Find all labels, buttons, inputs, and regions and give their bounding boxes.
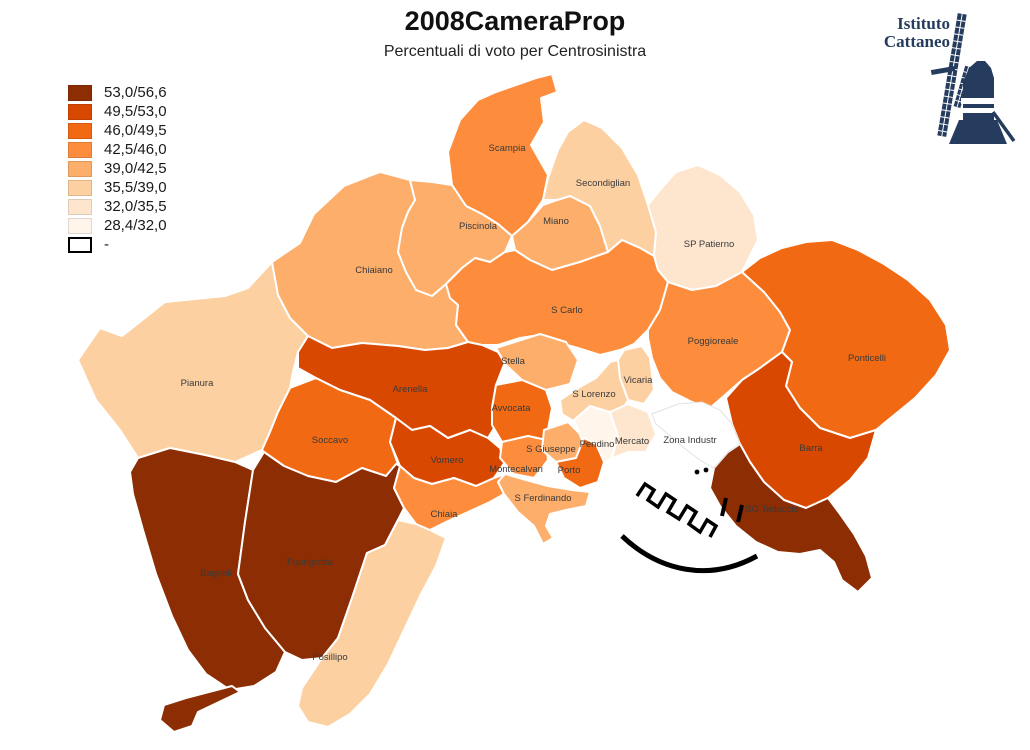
legend-swatch [68, 84, 92, 101]
region-label-arenella: Arenella [393, 384, 429, 395]
legend: 53,0/56,6 49,5/53,0 46,0/49,5 42,5/46,0 39,0… [68, 83, 167, 254]
region-label-fuorigrotta: Fuorigrotta [287, 557, 334, 568]
legend-row: - [68, 235, 167, 254]
legend-row: 53,0/56,6 [68, 83, 167, 102]
legend-swatch [68, 236, 92, 253]
region-label-posillipo: Posillipo [312, 652, 347, 663]
page-subtitle: Percentuali di voto per Centrosinistra [383, 43, 647, 60]
region-zona-industriale [651, 401, 741, 469]
legend-row: 46,0/49,5 [68, 121, 167, 140]
legend-label: 42,5/46,0 [104, 141, 167, 158]
region-label-miano: Miano [543, 216, 569, 227]
region-label-pendino: Pendino [580, 439, 615, 450]
region-label-piscinola: Piscinola [459, 221, 498, 232]
region-bagnoli-nisida [159, 685, 241, 733]
region-label-s-giuseppe: S Giuseppe [526, 444, 576, 455]
region-label-s-ferdinando: S Ferdinando [514, 493, 571, 504]
region-stella [495, 333, 579, 391]
legend-label: 35,5/39,0 [104, 179, 167, 196]
legend-row: 49,5/53,0 [68, 102, 167, 121]
region-label-mercato: Mercato [615, 436, 649, 447]
page-title: 2008CameraProp [404, 6, 626, 36]
region-label-pianura: Pianura [181, 378, 214, 389]
legend-swatch [68, 141, 92, 158]
region-label-vomero: Vomero [431, 455, 464, 466]
region-label-s-carlo: S Carlo [551, 305, 583, 316]
region-label-avvocata: Avvocata [492, 403, 532, 414]
legend-row: 42,5/46,0 [68, 140, 167, 159]
legend-swatch [68, 217, 92, 234]
region-posillipo [297, 519, 447, 728]
region-label-chiaiano: Chiaiano [355, 265, 393, 276]
region-label-barra: Barra [799, 443, 823, 454]
legend-label: - [104, 236, 109, 253]
legend-row: 39,0/42,5 [68, 159, 167, 178]
region-label-s-lorenzo: S Lorenzo [572, 389, 615, 400]
legend-swatch [68, 160, 92, 177]
region-label-scampia: Scampia [489, 143, 527, 154]
region-label-zona-industriale: Zona Industr [663, 435, 716, 446]
region-labels: Pianura Chiaiano Scampia Piscinola Miano Seco… [181, 143, 886, 663]
region-label-porto: Porto [558, 465, 581, 476]
legend-row: 28,4/32,0 [68, 216, 167, 235]
windmill-logo-icon [930, 13, 1016, 144]
legend-swatch [68, 198, 92, 215]
region-label-poggioreale: Poggioreale [688, 336, 739, 347]
region-label-stella: Stella [501, 356, 525, 367]
legend-row: 35,5/39,0 [68, 178, 167, 197]
legend-swatch [68, 122, 92, 139]
port-structures [620, 467, 759, 574]
region-label-sg-teduccio: SG Teduccio [745, 504, 799, 515]
logo-line1: Istituto [897, 14, 950, 33]
region-label-secondigliano: Secondiglian [576, 178, 630, 189]
legend-label: 53,0/56,6 [104, 84, 167, 101]
istituto-cattaneo-logo-text: Istituto Cattaneo [853, 14, 950, 52]
region-label-ponticelli: Ponticelli [848, 353, 886, 364]
logo-line2: Cattaneo [883, 32, 950, 52]
region-s-ferdinando [497, 473, 591, 545]
legend-swatch [68, 103, 92, 120]
legend-label: 32,0/35,5 [104, 198, 167, 215]
legend-label: 46,0/49,5 [104, 122, 167, 139]
region-label-bagnoli: Bagnoli [200, 568, 232, 579]
region-label-chiaia: Chiaia [431, 509, 459, 520]
region-montecalvario [499, 435, 549, 479]
legend-row: 32,0/35,5 [68, 197, 167, 216]
region-porto [555, 437, 605, 489]
region-label-soccavo: Soccavo [312, 435, 348, 446]
legend-label: 28,4/32,0 [104, 217, 167, 234]
region-label-montecalvario: Montecalvari [489, 464, 543, 475]
legend-label: 49,5/53,0 [104, 103, 167, 120]
legend-label: 39,0/42,5 [104, 160, 167, 177]
region-mercato [609, 403, 657, 459]
region-sg-teduccio [709, 443, 873, 593]
region-label-vicaria: Vicaria [624, 375, 654, 386]
region-label-sp-patierno: SP Patierno [684, 239, 735, 250]
legend-swatch [68, 179, 92, 196]
